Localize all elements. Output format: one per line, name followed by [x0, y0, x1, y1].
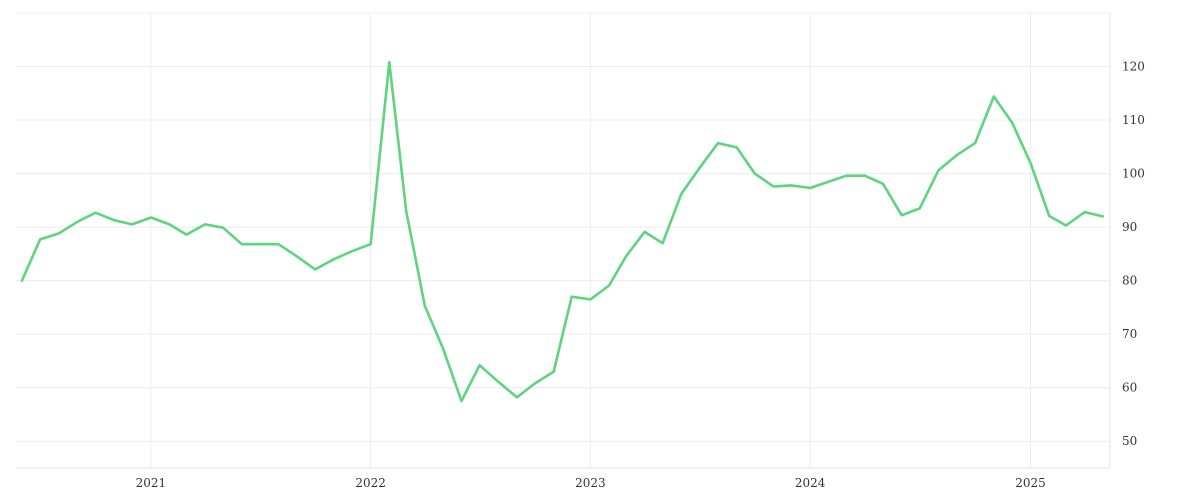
x-tick-label-2022: 2022 [355, 476, 386, 490]
y-axis-tick-labels: 50 60 70 80 90 100 110 120 [1122, 60, 1145, 449]
y-tick-label-120: 120 [1122, 60, 1145, 74]
y-tick-label-50: 50 [1122, 434, 1137, 448]
y-tick-label-110: 110 [1122, 113, 1145, 127]
x-tick-label-2023: 2023 [575, 476, 606, 490]
y-tick-label-90: 90 [1122, 220, 1137, 234]
x-tick-label-2025: 2025 [1015, 476, 1046, 490]
y-tick-label-60: 60 [1122, 381, 1137, 395]
x-axis-tick-labels: 2021 2022 2023 2024 2025 [136, 476, 1046, 490]
series-layer [20, 60, 1105, 403]
x-tick-label-2021: 2021 [136, 476, 167, 490]
y-tick-label-80: 80 [1122, 274, 1137, 288]
series-line-0 [20, 60, 1105, 403]
y-tick-label-70: 70 [1122, 327, 1137, 341]
vertical-gridlines [150, 13, 1032, 468]
horizontal-gridlines [16, 12, 1110, 442]
axes [16, 13, 1111, 469]
x-tick-label-2024: 2024 [795, 476, 826, 490]
y-tick-label-100: 100 [1122, 167, 1145, 181]
